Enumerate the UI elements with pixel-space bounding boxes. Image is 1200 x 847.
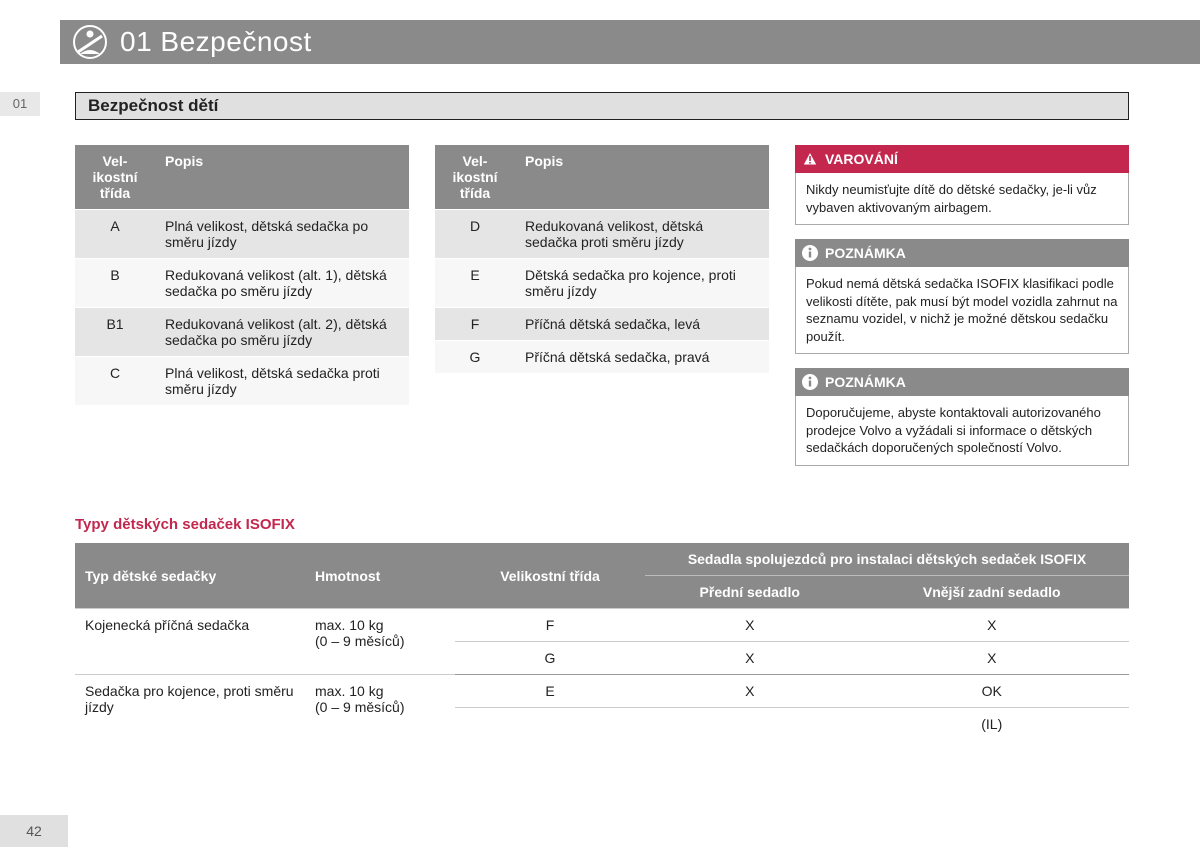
page-number: 42: [0, 815, 68, 847]
warning-body: Nikdy neumisťujte dítě do dětské sedačky…: [795, 173, 1129, 225]
table-row: GPříčná dětská sedačka, pravá: [435, 341, 769, 374]
side-tab: 01: [0, 92, 40, 116]
warning-triangle-icon: [795, 150, 825, 168]
table-row: APlná velikost, dětská sedačka po směru …: [75, 210, 409, 259]
th-front: Přední sedadlo: [645, 576, 854, 609]
table-row: DRedukovaná velikost, dětská sedačka pro…: [435, 210, 769, 259]
table-row: B1Redukovaná velikost (alt. 2), dětská s…: [75, 308, 409, 357]
size-table-a: Vel-ikostnítřída Popis APlná velikost, d…: [75, 145, 409, 480]
table-row: Kojenecká příčná sedačka max. 10 kg(0 – …: [75, 609, 1129, 642]
isofix-table: Typ dětské sedačky Hmotnost Velikostní t…: [75, 543, 1129, 740]
chapter-header: 01 Bezpečnost: [60, 20, 1200, 64]
note-title: POZNÁMKA: [825, 374, 906, 390]
table-row: EDětská sedačka pro kojence, proti směru…: [435, 259, 769, 308]
warning-callout: VAROVÁNÍ Nikdy neumisťujte dítě do dětsk…: [795, 145, 1129, 225]
note-title: POZNÁMKA: [825, 245, 906, 261]
info-icon: [795, 373, 825, 391]
table-row: BRedukovaná velikost (alt. 1), dětská se…: [75, 259, 409, 308]
sub-header: Bezpečnost dětí: [75, 92, 1129, 120]
th-size: Vel-ikostnítřída: [435, 145, 515, 210]
size-table-b: Vel-ikostnítřída Popis DRedukovaná velik…: [435, 145, 769, 480]
th-desc: Popis: [155, 145, 409, 210]
th-weight: Hmotnost: [305, 543, 455, 609]
table-row: Sedačka pro kojence, proti směru jízdy m…: [75, 675, 1129, 708]
th-seats: Sedadla spolujezdců pro instalaci dětský…: [645, 543, 1129, 576]
th-type: Typ dětské sedačky: [75, 543, 305, 609]
note-body: Pokud nemá dětská sedačka ISOFIX klasifi…: [795, 267, 1129, 354]
isofix-section: Typy dětských sedaček ISOFIX Typ dětské …: [75, 516, 1129, 740]
th-desc: Popis: [515, 145, 769, 210]
isofix-title: Typy dětských sedaček ISOFIX: [75, 516, 1129, 533]
warning-title: VAROVÁNÍ: [825, 151, 898, 167]
note-body: Doporučujeme, abyste kontaktovali autori…: [795, 396, 1129, 466]
note-callout-1: POZNÁMKA Pokud nemá dětská sedačka ISOFI…: [795, 239, 1129, 354]
callouts: VAROVÁNÍ Nikdy neumisťujte dítě do dětsk…: [795, 145, 1129, 480]
note-callout-2: POZNÁMKA Doporučujeme, abyste kontaktova…: [795, 368, 1129, 466]
table-row: CPlná velikost, dětská sedačka proti smě…: [75, 357, 409, 406]
th-size: Vel-ikostnítřída: [75, 145, 155, 210]
table-row: FPříčná dětská sedačka, levá: [435, 308, 769, 341]
seatbelt-icon: [60, 20, 120, 64]
th-rear: Vnější zadní sedadlo: [854, 576, 1129, 609]
th-size: Velikostní třída: [455, 543, 645, 609]
sub-title: Bezpečnost dětí: [88, 96, 218, 116]
chapter-title: 01 Bezpečnost: [120, 26, 312, 58]
info-icon: [795, 244, 825, 262]
